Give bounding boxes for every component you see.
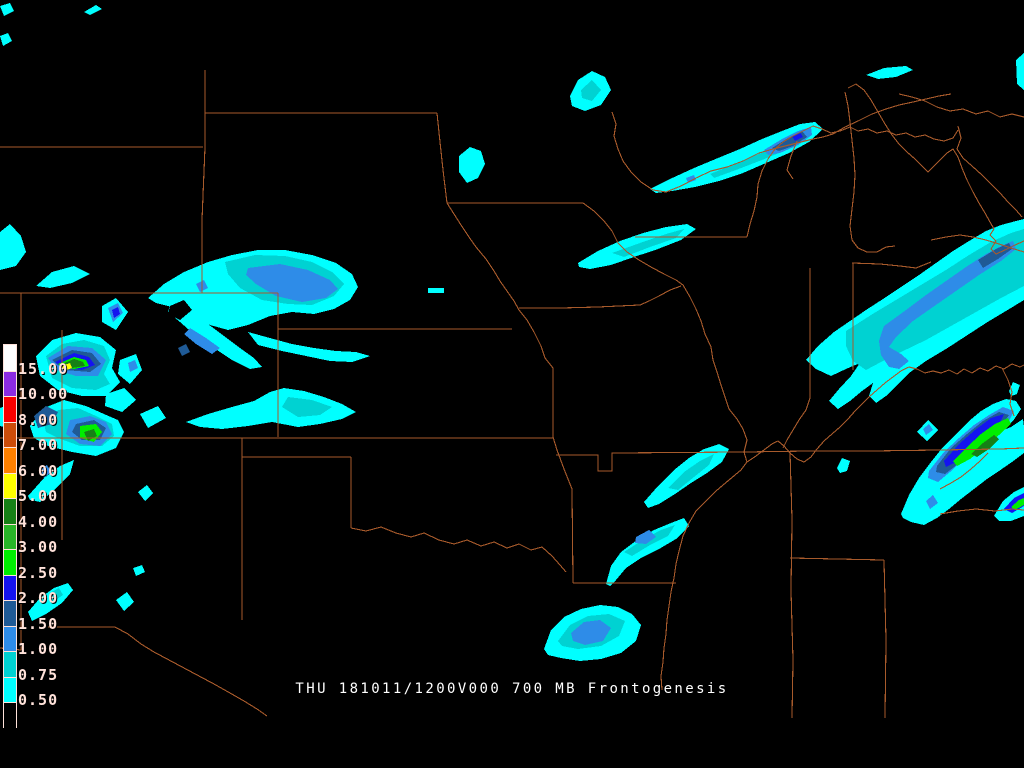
eastern-state-lines	[746, 261, 1024, 719]
state-borders	[0, 70, 1024, 719]
contour-level-0.50	[0, 3, 1024, 661]
legend-cell	[4, 421, 16, 447]
legend-cell	[4, 523, 16, 549]
legend-cell	[4, 370, 16, 396]
southern-boundary-line	[556, 447, 1024, 472]
legend-cell	[4, 498, 16, 524]
great-lakes-shorelines	[611, 83, 1024, 255]
legend-label: 2.00	[18, 589, 59, 607]
legend-cell	[4, 447, 16, 473]
legend-cell	[4, 702, 16, 728]
legend-cell	[4, 625, 16, 651]
missouri-river-lines	[350, 202, 682, 584]
contour-level-1.00	[40, 127, 1016, 645]
legend-label: 10.00	[18, 385, 69, 403]
contour-level-5.00	[62, 363, 72, 371]
legend-cell	[4, 549, 16, 575]
legend-label: 5.00	[18, 487, 59, 505]
legend-label: 8.00	[18, 410, 59, 429]
legend-label: 0.75	[18, 665, 59, 684]
legend-label: 1.50	[18, 614, 59, 633]
contour-fills	[0, 3, 1024, 661]
contour-hole	[168, 300, 192, 320]
legend-cell	[4, 676, 16, 702]
legend-cell	[4, 345, 16, 371]
legend-cell	[4, 472, 16, 498]
map-title: THU 181011/1200V000 700 MB Frontogenesis	[295, 681, 729, 697]
legend-label: 2.50	[18, 563, 59, 582]
legend-label: 3.00	[18, 538, 59, 556]
legend-cell	[4, 574, 16, 600]
legend-cell	[4, 600, 16, 626]
legend-cell	[4, 651, 16, 677]
legend-cells	[3, 344, 17, 728]
legend-label: 0.50	[18, 691, 59, 709]
legend-cell	[4, 396, 16, 422]
legend-label: 6.00	[18, 461, 59, 480]
legend-label: 1.00	[18, 640, 59, 658]
legend-label: 15.00	[18, 359, 69, 378]
mississippi-river-line	[582, 202, 748, 691]
legend-label: 4.00	[18, 512, 59, 531]
legend-label: 7.00	[18, 436, 59, 454]
